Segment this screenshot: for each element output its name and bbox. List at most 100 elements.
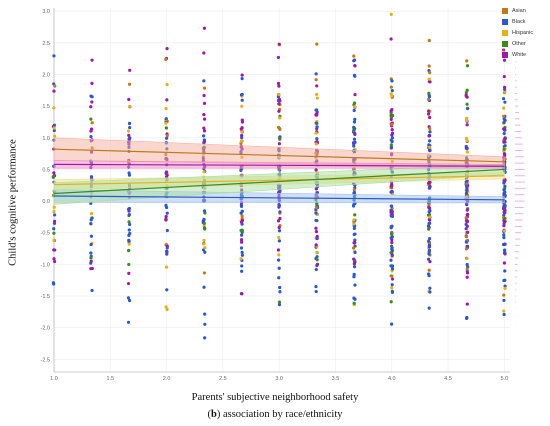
legend-swatch-hispanic <box>502 29 508 36</box>
data-point-asian <box>202 271 206 275</box>
data-point-asian <box>389 85 393 89</box>
data-point-black <box>390 247 394 251</box>
data-point-hispanic <box>52 126 56 130</box>
data-point-hispanic <box>502 106 506 110</box>
data-point-other <box>315 258 319 262</box>
data-point-white <box>164 171 168 176</box>
data-point-white <box>353 63 357 68</box>
data-point-white <box>465 123 469 127</box>
data-point-white <box>89 267 93 271</box>
data-point-black <box>501 97 506 101</box>
data-point-black <box>352 275 356 279</box>
data-point-black <box>352 190 357 195</box>
data-point-black <box>201 219 205 223</box>
data-point-white <box>202 101 207 106</box>
data-point-other <box>164 126 168 130</box>
data-point-hispanic <box>203 246 207 250</box>
data-point-black <box>353 117 357 121</box>
y-tick-label: -2.5 <box>41 357 50 363</box>
data-point-other <box>426 227 431 231</box>
data-point-white <box>314 230 319 234</box>
data-point-white <box>465 213 469 217</box>
data-point-black <box>465 146 469 150</box>
data-point-hispanic <box>164 107 168 111</box>
data-point-black <box>503 184 507 189</box>
confidence-band-other <box>53 164 505 205</box>
data-point-asian <box>427 38 431 43</box>
data-point-white <box>503 209 507 213</box>
data-point-white <box>390 107 394 112</box>
data-point-other <box>389 250 393 255</box>
y-tick-label: -2.0 <box>41 326 50 332</box>
data-point-white <box>240 133 244 138</box>
data-point-white <box>240 240 244 244</box>
data-point-other <box>502 147 506 151</box>
data-point-white <box>315 234 319 239</box>
data-point-white <box>202 113 206 117</box>
data-point-other <box>465 102 469 106</box>
data-point-white <box>389 210 393 214</box>
data-point-white <box>52 257 56 261</box>
data-point-black <box>277 239 282 243</box>
data-point-black <box>352 202 356 207</box>
data-point-black <box>53 213 57 217</box>
data-point-black <box>503 250 507 254</box>
data-point-black <box>240 253 245 257</box>
data-point-other <box>203 227 207 231</box>
data-point-white <box>164 218 168 222</box>
data-point-other <box>126 248 131 253</box>
data-point-asian <box>128 82 132 86</box>
data-point-black <box>390 204 394 208</box>
y-tick-label: 0.5 <box>42 167 50 173</box>
data-point-hispanic <box>240 104 244 108</box>
data-point-white <box>427 134 431 138</box>
data-point-white <box>503 136 507 141</box>
y-tick-label: -0.5 <box>41 231 50 237</box>
data-point-black <box>390 267 395 271</box>
data-point-black <box>428 221 432 225</box>
data-point-hispanic <box>52 106 56 110</box>
data-point-white <box>52 89 56 93</box>
legend-item-other: Other <box>502 38 533 49</box>
data-point-hispanic <box>352 222 356 226</box>
x-tick-label: 2.5 <box>219 376 227 382</box>
data-point-black <box>277 204 282 208</box>
y-tick-label: 2.5 <box>42 41 50 47</box>
x-tick-label: 4.0 <box>388 376 396 382</box>
data-point-white <box>276 248 281 252</box>
data-point-white <box>89 105 93 109</box>
data-point-other <box>277 300 282 304</box>
data-point-black <box>352 59 356 63</box>
data-point-black <box>240 209 244 213</box>
data-point-other <box>89 117 93 121</box>
data-point-white <box>390 184 394 188</box>
data-point-white <box>502 127 506 131</box>
data-point-other <box>51 174 56 179</box>
data-point-white <box>240 126 244 130</box>
data-point-white <box>127 133 131 137</box>
data-point-other <box>390 232 394 236</box>
data-point-black <box>202 79 206 83</box>
data-point-black <box>127 137 131 141</box>
data-point-black <box>314 218 318 223</box>
data-point-black <box>89 94 93 98</box>
data-point-white <box>277 102 281 106</box>
data-point-black <box>127 298 132 303</box>
data-point-black <box>353 250 357 255</box>
data-point-black <box>277 229 282 233</box>
data-point-black <box>126 207 131 211</box>
data-point-hispanic <box>427 77 431 81</box>
data-point-hispanic <box>315 250 319 254</box>
data-point-black <box>390 79 394 83</box>
data-point-white <box>277 109 281 113</box>
data-point-black <box>464 240 468 244</box>
data-point-other <box>352 101 357 105</box>
data-point-white <box>353 132 357 136</box>
data-point-white <box>53 259 57 264</box>
data-point-black <box>503 242 507 246</box>
data-point-black <box>89 234 94 238</box>
data-point-other <box>127 220 131 224</box>
legend-label-white: White <box>512 51 527 58</box>
data-point-white <box>52 171 56 175</box>
data-point-other <box>503 216 507 220</box>
